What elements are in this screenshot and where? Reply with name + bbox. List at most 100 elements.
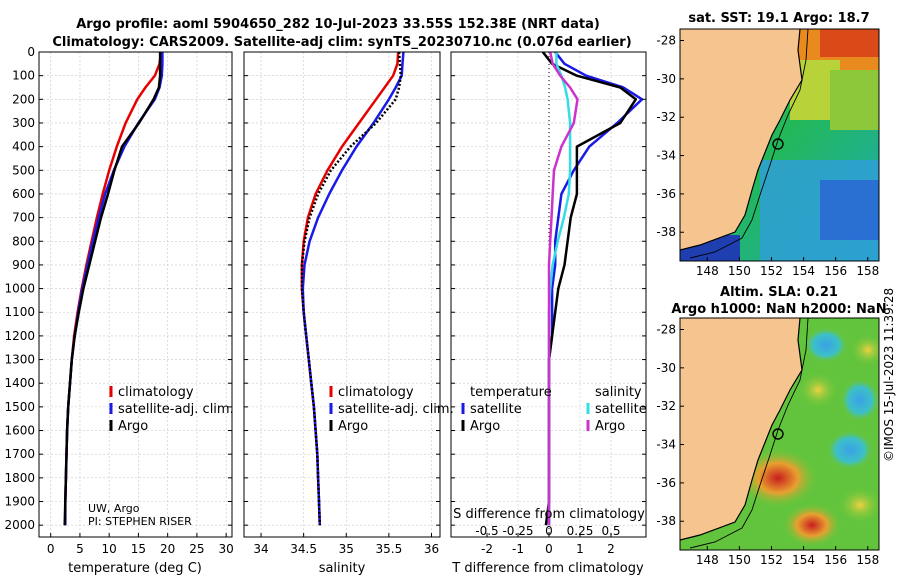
map-xtick-label: 148 [696,553,719,567]
map-ytick-label: -38 [656,514,676,528]
temperature-ticks: 0100200300400500600700800900100011001200… [4,45,233,556]
temperature-lines [63,52,164,526]
map-ytick-label: -36 [656,187,676,201]
legend-diff-t-argo-label: Argo [470,419,500,434]
xtick-label: 10 [102,542,117,556]
figure-title-line1: Argo profile: aoml 5904650_282 10-Jul-20… [76,17,600,32]
map-ytick-label: -32 [656,399,676,413]
difference-panel: -2 -1 0 1 2 -0.5 -0.25 0 0.25 0.5 T difference fr… [450,51,647,576]
xtick-label: 35 [339,542,354,556]
map-ytick-label: -28 [656,323,676,337]
salinity-lines [300,52,405,526]
secondary-xtick-label: -0.25 [502,524,533,538]
xtick-label: -1 [512,542,524,556]
secondary-xtick-label: 0 [545,524,553,538]
xtick-label: 34 [253,542,268,556]
sla-map-title2: Argo h1000: NaN h2000: NaN [671,302,886,317]
series-s-argo [547,52,579,526]
sst-map-title: sat. SST: 19.1 Argo: 18.7 [688,11,869,26]
difference-secondary-xlabel: S difference from climatology [453,507,645,522]
secondary-xtick-label: 0.25 [567,524,594,538]
series-argo [300,52,403,526]
map-xtick-label: 152 [760,264,783,278]
map-xtick-label: 156 [824,264,847,278]
difference-xlabel: T difference from climatology [451,561,644,576]
legend-diff-salinity-head: salinity [595,385,642,400]
legend-s-satellite-label: satellite-adj. clim. [338,402,454,417]
secondary-xtick-label: 0.5 [601,524,620,538]
map-xtick-label: 154 [792,264,815,278]
temperature-grid [39,51,232,537]
ytick-label: 0 [27,45,35,59]
sst-isobath [689,29,809,259]
legend-diff-t-satellite-label: satellite [470,402,522,417]
ytick-label: 1200 [4,329,35,343]
sla-map-title1: Altim. SLA: 0.21 [720,285,838,300]
ytick-label: 500 [12,163,35,177]
temperature-xlabel: temperature (deg C) [68,561,202,576]
xtick-label: 20 [160,542,175,556]
xtick-label: 34.5 [290,542,317,556]
sla-isobath [689,318,809,549]
xtick-label: 25 [189,542,204,556]
sst-map-ticks: 148 150 152 154 156 158 -28 -30 -32 -34 -36 -38 [656,34,879,278]
xtick-label: 35.5 [376,542,403,556]
sst-map: sat. SST: 19.1 Argo: 18.7 148 150 152 154 15… [656,11,880,278]
xtick-label: 0 [47,542,55,556]
sst-argo-marker [772,138,784,150]
legend-s-argo-label: Argo [338,419,368,434]
legend-s-climatology-label: climatology [338,385,414,400]
map-xtick-label: 152 [760,553,783,567]
ytick-label: 1700 [4,447,35,461]
ytick-label: 2000 [4,518,35,532]
timestamp: ©IMOS 15-Jul-2023 11:39:28 [882,288,896,462]
ytick-label: 1600 [4,424,35,438]
xtick-label: 36 [424,542,439,556]
ytick-label: 1000 [4,282,35,296]
series-satellite-adj--clim- [301,52,405,526]
ytick-label: 1300 [4,353,35,367]
map-xtick-label: 156 [824,553,847,567]
map-ytick-label: -34 [656,438,676,452]
xtick-label: 0 [545,542,553,556]
sla-land [680,318,802,540]
ytick-label: 1100 [4,305,35,319]
map-xtick-label: 150 [728,553,751,567]
series-argo [63,52,162,526]
ytick-label: 700 [12,211,35,225]
sla-argo-marker [772,428,784,440]
xtick-label: 30 [219,542,234,556]
ytick-label: 400 [12,140,35,154]
sla-low-eddy [804,327,848,363]
legend-diff-s-satellite-label: satellite [595,402,647,417]
figure-title-line2: Climatology: CARS2009. Satellite-adj cli… [52,35,631,50]
xtick-label: 5 [76,542,84,556]
ytick-label: 800 [12,234,35,248]
xtick-label: -2 [481,542,493,556]
xtick-label: 15 [131,542,146,556]
xtick-label: 1 [576,542,584,556]
sst-frame [679,28,880,262]
ytick-label: 1500 [4,400,35,414]
legend-climatology-label: climatology [118,385,194,400]
map-ytick-label: -32 [656,110,676,124]
sla-high-eddy [738,448,818,508]
salinity-panel: 34 34.5 35 35.5 36 salinity climatology sate… [243,51,454,576]
ytick-label: 300 [12,116,35,130]
difference-lines [541,52,644,526]
map-ytick-label: -36 [656,476,676,490]
temperature-frame [38,51,233,538]
sla-map-ticks: 148 150 152 154 156 158 -28 -30 -32 -34 -36 -38 [656,323,879,567]
credit-line2: PI: STEPHEN RISER [88,515,192,528]
legend-satellite-label: satellite-adj. clim. [118,402,234,417]
ytick-label: 1400 [4,376,35,390]
salinity-ticks: 34 34.5 35 35.5 36 [244,51,440,556]
difference-ticks: -2 -1 0 1 2 -0.5 -0.25 0 0.25 0.5 [451,51,646,556]
credit-line1: UW, Argo [88,502,140,515]
map-xtick-label: 158 [856,553,879,567]
map-ytick-label: -34 [656,149,676,163]
salinity-frame [243,51,441,538]
sla-map: Altim. SLA: 0.21 Argo h1000: NaN h2000: … [656,285,886,567]
map-ytick-label: -38 [656,225,676,239]
